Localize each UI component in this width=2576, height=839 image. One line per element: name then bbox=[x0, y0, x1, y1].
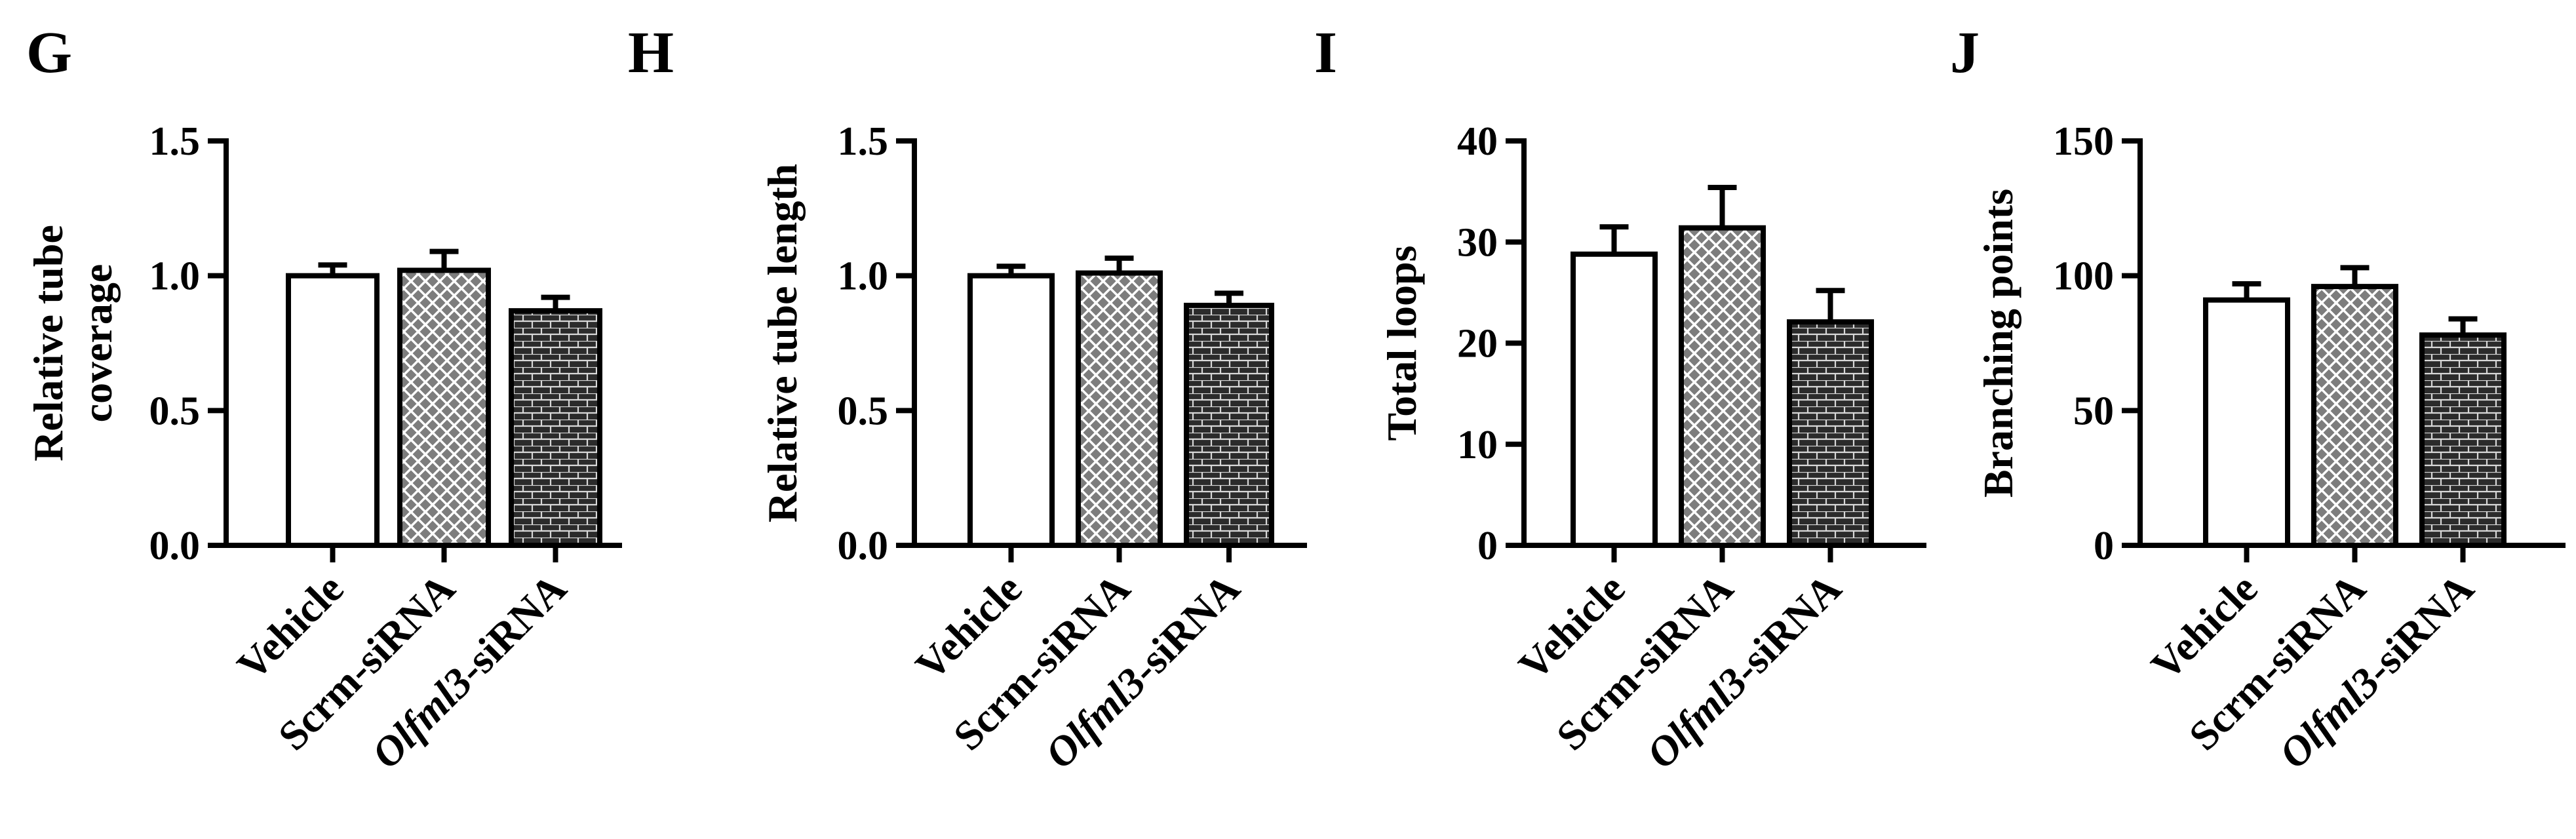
error-bar-2 bbox=[1708, 184, 1737, 228]
bar-1 bbox=[2203, 297, 2290, 548]
y-tick-label: 20 bbox=[1457, 322, 1498, 366]
y-tick-label: 30 bbox=[1457, 220, 1498, 265]
y-axis-title: Total loops bbox=[1378, 245, 1425, 440]
x-category-label: Olfml3-siRNA bbox=[2270, 565, 2482, 777]
y-tick-label: 1.5 bbox=[149, 119, 201, 164]
error-bar-1 bbox=[2232, 281, 2261, 300]
y-tick-label: 1.0 bbox=[838, 254, 889, 299]
x-category-label: Olfml3-siRNA bbox=[1036, 565, 1249, 777]
y-tick-label: 0 bbox=[1477, 524, 1498, 568]
y-axis-title: Relative tube bbox=[25, 225, 71, 461]
error-bar-3 bbox=[1215, 290, 1243, 305]
y-axis-title: coverage bbox=[74, 264, 121, 423]
y-tick-label: 40 bbox=[1457, 119, 1498, 164]
bar-3 bbox=[509, 308, 602, 548]
error-bar-1 bbox=[1599, 224, 1629, 254]
y-axis-title: Branching points bbox=[1975, 189, 2021, 498]
y-tick-label: 0.5 bbox=[149, 389, 201, 433]
bar-3 bbox=[1184, 302, 1274, 548]
bar-2 bbox=[2311, 284, 2398, 548]
error-bar-3 bbox=[2448, 316, 2478, 336]
panel-letter: G bbox=[26, 20, 72, 85]
y-tick-label: 10 bbox=[1457, 423, 1498, 467]
y-tick-label: 0.0 bbox=[838, 524, 889, 568]
bar-3 bbox=[1787, 319, 1874, 548]
error-bar-1 bbox=[318, 262, 347, 276]
y-tick-label: 1.5 bbox=[838, 119, 889, 164]
y-tick-label: 100 bbox=[2053, 254, 2114, 299]
panel-letter: I bbox=[1314, 20, 1337, 85]
bar-2 bbox=[1076, 270, 1163, 548]
y-tick-label: 1.0 bbox=[149, 254, 201, 299]
bar-3 bbox=[2419, 332, 2507, 548]
y-axis-title: Relative tube length bbox=[759, 164, 806, 523]
panel-letter: J bbox=[1950, 20, 1980, 85]
y-tick-label: 0.0 bbox=[149, 524, 201, 568]
x-category-label: Olfml3-siRNA bbox=[1637, 565, 1850, 777]
error-bar-3 bbox=[541, 294, 570, 311]
bar-2 bbox=[1679, 225, 1766, 548]
x-category-label: Olfml3-siRNA bbox=[362, 565, 575, 777]
error-bar-1 bbox=[996, 263, 1026, 276]
bar-1 bbox=[967, 273, 1055, 548]
y-tick-label: 150 bbox=[2053, 119, 2114, 164]
panel-letter: H bbox=[628, 20, 674, 85]
y-tick-label: 50 bbox=[2073, 389, 2114, 433]
error-bar-2 bbox=[2340, 265, 2370, 287]
error-bar-2 bbox=[1104, 255, 1134, 273]
bar-2 bbox=[397, 267, 491, 548]
bar-1 bbox=[1571, 251, 1658, 548]
error-bar-3 bbox=[1816, 288, 1845, 322]
error-bar-2 bbox=[429, 248, 459, 271]
y-tick-label: 0 bbox=[2094, 524, 2114, 568]
bar-1 bbox=[286, 273, 380, 548]
y-tick-label: 0.5 bbox=[838, 389, 889, 433]
